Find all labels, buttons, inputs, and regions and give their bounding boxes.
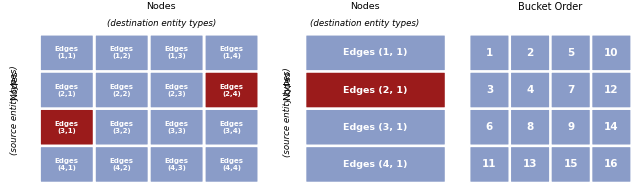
Text: Nodes: Nodes: [284, 71, 292, 100]
Text: Edges
(4,2): Edges (4,2): [109, 158, 134, 171]
FancyBboxPatch shape: [591, 109, 631, 145]
FancyBboxPatch shape: [150, 146, 204, 183]
FancyBboxPatch shape: [470, 35, 509, 71]
FancyBboxPatch shape: [591, 146, 631, 183]
FancyBboxPatch shape: [470, 109, 509, 145]
FancyBboxPatch shape: [40, 109, 93, 145]
FancyBboxPatch shape: [510, 109, 550, 145]
Text: 13: 13: [523, 159, 538, 169]
FancyBboxPatch shape: [305, 72, 445, 108]
FancyBboxPatch shape: [470, 146, 509, 183]
Text: Edges
(2,3): Edges (2,3): [164, 84, 189, 97]
Text: Edges
(1,1): Edges (1,1): [55, 46, 79, 59]
Text: Edges
(4,1): Edges (4,1): [55, 158, 79, 171]
Text: 1: 1: [486, 48, 493, 58]
Text: Edges
(4,3): Edges (4,3): [164, 158, 189, 171]
Text: 9: 9: [567, 122, 574, 132]
FancyBboxPatch shape: [40, 72, 93, 108]
FancyBboxPatch shape: [305, 35, 445, 71]
FancyBboxPatch shape: [551, 72, 591, 108]
Text: (source entity types): (source entity types): [10, 66, 19, 155]
FancyBboxPatch shape: [591, 35, 631, 71]
Text: (destination entity types): (destination entity types): [107, 19, 216, 28]
Text: Edges (1, 1): Edges (1, 1): [343, 48, 408, 57]
FancyBboxPatch shape: [95, 35, 148, 71]
FancyBboxPatch shape: [95, 109, 148, 145]
Text: 11: 11: [482, 159, 497, 169]
Text: 2: 2: [527, 48, 534, 58]
FancyBboxPatch shape: [95, 72, 148, 108]
FancyBboxPatch shape: [150, 109, 204, 145]
FancyBboxPatch shape: [95, 146, 148, 183]
FancyBboxPatch shape: [510, 72, 550, 108]
Text: Edges
(2,4): Edges (2,4): [220, 84, 244, 97]
Text: 15: 15: [563, 159, 578, 169]
Text: 3: 3: [486, 85, 493, 95]
Text: Nodes: Nodes: [147, 2, 176, 11]
Text: Edges
(3,1): Edges (3,1): [55, 121, 79, 134]
FancyBboxPatch shape: [510, 146, 550, 183]
FancyBboxPatch shape: [551, 109, 591, 145]
FancyBboxPatch shape: [150, 72, 204, 108]
Text: Edges
(3,3): Edges (3,3): [164, 121, 189, 134]
FancyBboxPatch shape: [510, 35, 550, 71]
Text: (destination entity types): (destination entity types): [310, 19, 419, 28]
Text: Edges
(3,4): Edges (3,4): [220, 121, 244, 134]
Text: Edges
(2,1): Edges (2,1): [55, 84, 79, 97]
Text: 4: 4: [526, 85, 534, 95]
FancyBboxPatch shape: [205, 72, 259, 108]
Text: Edges
(1,2): Edges (1,2): [109, 46, 134, 59]
FancyBboxPatch shape: [470, 72, 509, 108]
Text: Edges
(1,3): Edges (1,3): [164, 46, 189, 59]
Text: Edges
(1,4): Edges (1,4): [220, 46, 244, 59]
Text: Nodes: Nodes: [350, 2, 380, 11]
Text: Edges (4, 1): Edges (4, 1): [343, 160, 408, 169]
Text: 5: 5: [567, 48, 574, 58]
FancyBboxPatch shape: [305, 109, 445, 145]
Text: 14: 14: [604, 122, 619, 132]
FancyBboxPatch shape: [205, 109, 259, 145]
Text: Nodes: Nodes: [10, 71, 19, 100]
Text: 16: 16: [604, 159, 619, 169]
Text: 8: 8: [527, 122, 534, 132]
FancyBboxPatch shape: [205, 146, 259, 183]
FancyBboxPatch shape: [40, 146, 93, 183]
Text: Edges
(3,2): Edges (3,2): [109, 121, 134, 134]
Text: 6: 6: [486, 122, 493, 132]
FancyBboxPatch shape: [551, 146, 591, 183]
FancyBboxPatch shape: [305, 146, 445, 183]
Text: Edges (2, 1): Edges (2, 1): [343, 86, 408, 94]
FancyBboxPatch shape: [205, 35, 259, 71]
FancyBboxPatch shape: [551, 35, 591, 71]
FancyBboxPatch shape: [150, 35, 204, 71]
FancyBboxPatch shape: [40, 35, 93, 71]
Text: 7: 7: [567, 85, 575, 95]
Text: (source entity types): (source entity types): [284, 68, 292, 157]
FancyBboxPatch shape: [591, 72, 631, 108]
Text: 10: 10: [604, 48, 619, 58]
Text: 12: 12: [604, 85, 619, 95]
Text: Edges (3, 1): Edges (3, 1): [344, 123, 408, 132]
Text: Bucket Order: Bucket Order: [518, 2, 582, 12]
Text: Edges
(4,4): Edges (4,4): [220, 158, 244, 171]
Text: Edges
(2,2): Edges (2,2): [109, 84, 134, 97]
